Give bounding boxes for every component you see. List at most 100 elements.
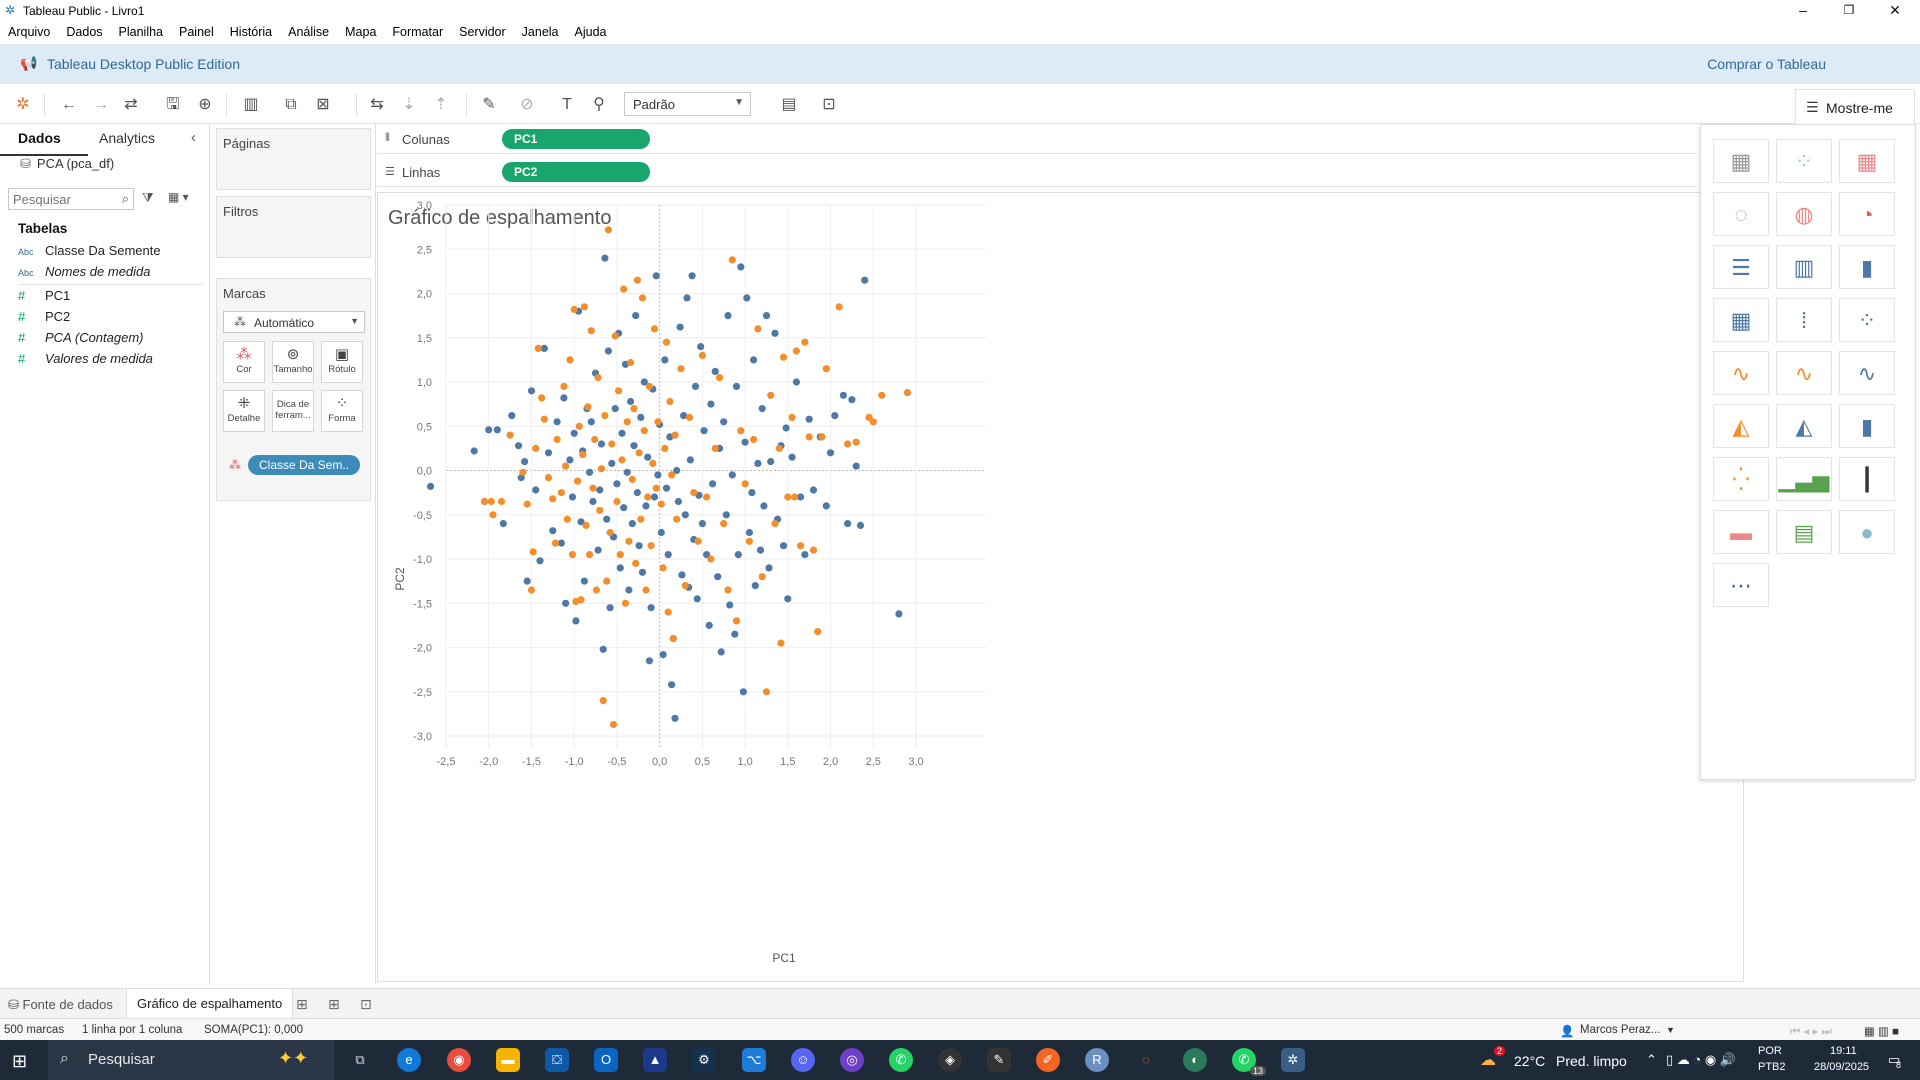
scatter-point[interactable]	[493, 426, 501, 434]
scatter-point[interactable]	[697, 343, 705, 351]
scatter-point[interactable]	[711, 444, 719, 452]
scatter-point[interactable]	[805, 433, 813, 441]
scatter-point[interactable]	[728, 256, 736, 264]
scatter-point[interactable]	[762, 688, 771, 696]
scatter-point[interactable]	[669, 635, 677, 643]
scatter-point[interactable]	[523, 577, 531, 585]
scatter-point[interactable]	[608, 440, 616, 448]
scatter-point[interactable]	[690, 489, 698, 497]
scatter-point[interactable]	[822, 502, 830, 510]
scatter-point[interactable]	[717, 648, 725, 656]
scatter-point[interactable]	[848, 396, 856, 404]
search-box[interactable]: ⌕	[8, 188, 134, 210]
scatter-point[interactable]	[839, 391, 847, 399]
scatter-point[interactable]	[611, 405, 619, 413]
scatter-point[interactable]	[654, 418, 662, 426]
scatter-point[interactable]	[895, 610, 903, 618]
scatter-point[interactable]	[544, 474, 553, 482]
scatter-point[interactable]	[562, 599, 570, 607]
scatter-point[interactable]	[652, 484, 660, 492]
scatter-point[interactable]	[582, 521, 590, 529]
filter-icon[interactable]: ⧩	[142, 190, 154, 205]
scatter-point[interactable]	[604, 347, 612, 355]
scatter-point[interactable]	[691, 382, 700, 390]
scatter-point[interactable]	[698, 520, 706, 528]
nav-first-icon[interactable]: ⏮ ◂ ▸ ⏭	[1790, 1026, 1832, 1038]
scatter-point[interactable]	[627, 397, 635, 406]
scatter-point[interactable]	[551, 539, 559, 547]
area-continuous-chart[interactable]: ◭	[1713, 404, 1769, 448]
new-dashboard-tab-icon[interactable]: ⊞	[328, 996, 340, 1012]
scatter-point[interactable]	[654, 471, 662, 479]
marks-color-button[interactable]: ⁂ Cor	[223, 341, 265, 383]
field-pc1[interactable]: # PC1	[18, 288, 203, 303]
scatter-point[interactable]	[621, 599, 630, 607]
scatter-point[interactable]	[536, 557, 544, 565]
scatter-point[interactable]	[613, 480, 621, 488]
scatter-point[interactable]	[637, 413, 645, 421]
fit-dropdown[interactable]: Padrão ▼	[624, 92, 751, 116]
scatter-point[interactable]	[844, 520, 852, 528]
tableau-taskbar-icon[interactable]: ✲	[1281, 1048, 1305, 1072]
scatter-point[interactable]	[580, 577, 588, 585]
scatter-point[interactable]	[628, 520, 636, 528]
scatter-point[interactable]	[711, 367, 719, 375]
symbol-map-chart[interactable]: ◌	[1713, 192, 1769, 236]
scatter-point[interactable]	[644, 453, 652, 461]
scatter-point[interactable]	[720, 520, 728, 528]
circle-view-chart[interactable]: ⁞	[1776, 298, 1832, 342]
stacked-bar-chart[interactable]: ▥	[1776, 245, 1832, 289]
scatter-point[interactable]	[557, 539, 565, 547]
scatter-point[interactable]	[594, 374, 602, 382]
scatter-point[interactable]	[580, 303, 588, 311]
scatter-point[interactable]	[814, 628, 822, 636]
show-me-button[interactable]: ☰ Mostre-me	[1795, 89, 1915, 124]
scatter-point[interactable]	[553, 418, 561, 426]
store-icon[interactable]: ⛋	[545, 1048, 569, 1072]
scatter-point[interactable]	[762, 312, 771, 320]
scatter-point[interactable]	[760, 502, 768, 510]
buy-tableau-link[interactable]: Comprar o Tableau	[1707, 56, 1826, 72]
discrete-line-chart[interactable]: ∿	[1776, 351, 1832, 395]
highlight-icon[interactable]: ✎	[482, 96, 496, 113]
scatter-point[interactable]	[487, 497, 495, 506]
new-story-tab-icon[interactable]: ⊡	[360, 996, 372, 1012]
scatter-point[interactable]	[666, 397, 674, 406]
marks-detail-button[interactable]: ⁜ Detalhe	[223, 390, 265, 432]
task-view-icon[interactable]: ⧉	[355, 1052, 365, 1067]
marks-size-button[interactable]: ⊚ Tamanho	[272, 341, 314, 383]
windows-start-icon[interactable]: ⊞	[12, 1051, 28, 1071]
scatter-point[interactable]	[739, 688, 747, 696]
gantt-chart[interactable]: ▬	[1713, 510, 1769, 554]
jupyter-icon[interactable]: ◌	[1142, 1052, 1150, 1067]
app-icon[interactable]: ✐	[1036, 1048, 1060, 1072]
scatter-point[interactable]	[560, 382, 568, 390]
scatter-point[interactable]	[480, 497, 489, 506]
scatter-point[interactable]	[534, 344, 542, 352]
view-options-icon[interactable]: ▦ ▾	[168, 190, 189, 204]
scatter-point[interactable]	[767, 391, 775, 399]
scatter-point[interactable]	[709, 480, 717, 488]
scatter-point[interactable]	[707, 555, 715, 563]
scatter-point[interactable]	[549, 495, 557, 503]
scatter-point[interactable]	[596, 486, 604, 494]
scatter-point[interactable]	[592, 586, 600, 594]
scatter-point[interactable]	[676, 323, 684, 331]
tab-dados[interactable]: Dados	[18, 130, 61, 146]
scatter-point[interactable]	[703, 493, 711, 501]
scatter-point[interactable]	[673, 515, 681, 523]
scatter-point[interactable]	[608, 459, 616, 467]
scatter-point[interactable]	[664, 551, 672, 559]
scatter-point[interactable]	[647, 604, 655, 612]
scatter-point[interactable]	[779, 542, 788, 550]
maximize-button[interactable]: ❐	[1843, 3, 1855, 17]
scatter-point[interactable]	[724, 586, 732, 594]
scatter-point[interactable]	[632, 312, 640, 320]
scatter-point[interactable]	[678, 571, 686, 579]
scatter-point[interactable]	[784, 595, 792, 603]
scatter-point[interactable]	[532, 486, 540, 494]
scatter-point[interactable]	[673, 466, 681, 475]
replay-icon[interactable]: ⇄	[124, 96, 138, 113]
scatter-point[interactable]	[782, 424, 790, 432]
scatter-point[interactable]	[508, 412, 516, 420]
